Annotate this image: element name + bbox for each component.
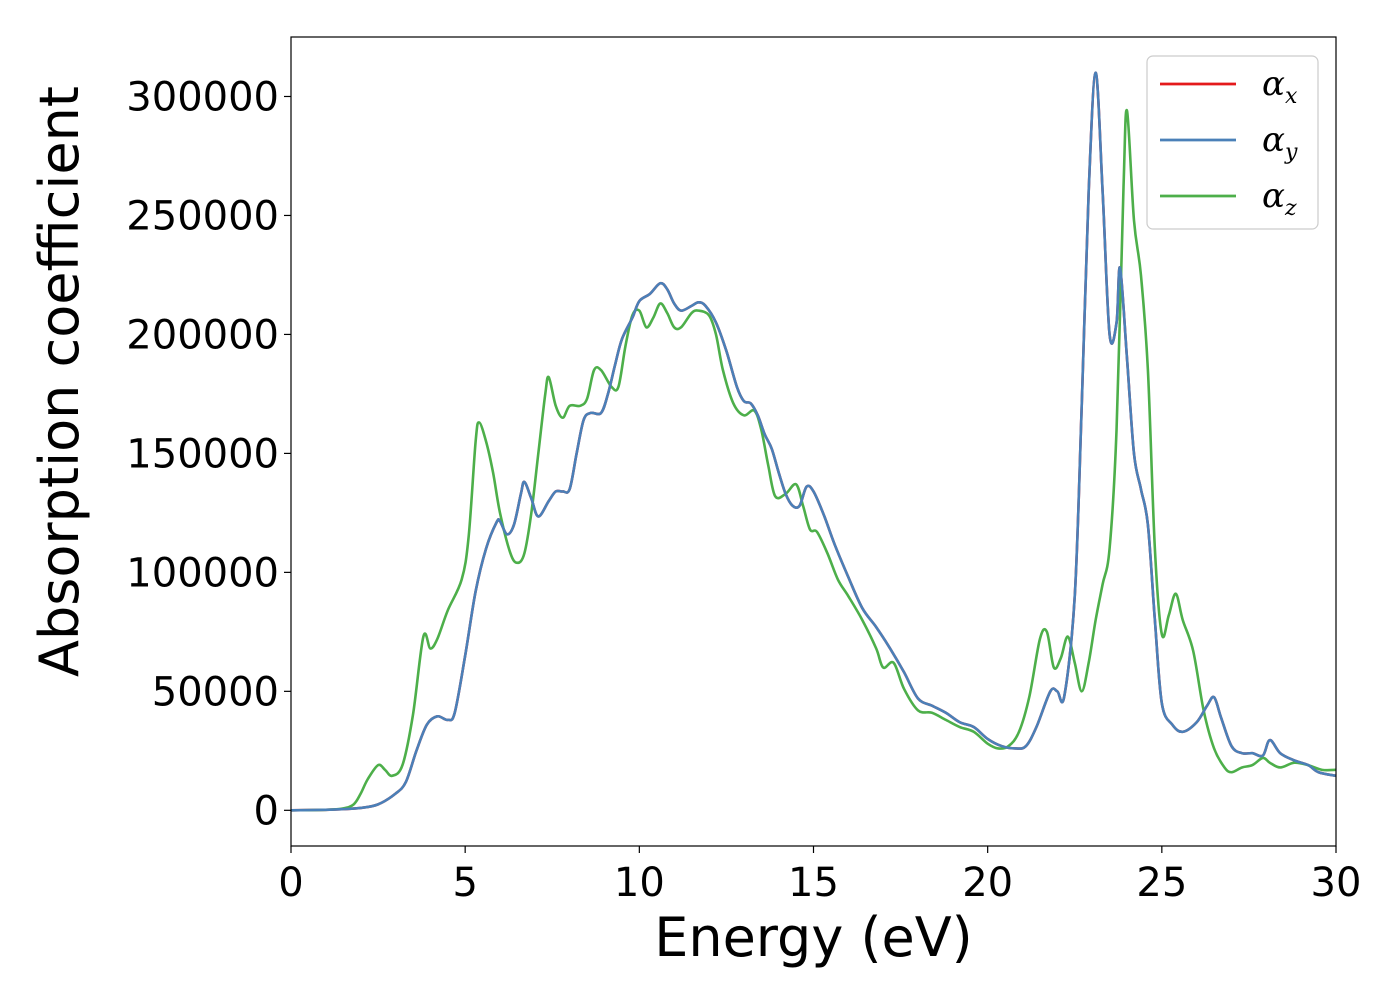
y-tick-label: 250000 <box>126 193 279 239</box>
series-line-alpha-z <box>291 108 1336 812</box>
legend-label-alpha-z: αz <box>1262 176 1297 221</box>
y-tick-label: 50000 <box>152 669 279 715</box>
y-tick-label: 0 <box>254 788 279 834</box>
series-layer <box>291 71 1336 812</box>
x-tick-label: 30 <box>1311 860 1362 906</box>
x-tick-label: 0 <box>278 860 303 906</box>
series-line-alpha-y <box>291 71 1336 812</box>
legend-box <box>1146 55 1319 230</box>
x-tick-label: 25 <box>1136 860 1187 906</box>
x-tick-label: 20 <box>962 860 1013 906</box>
x-axis-ticks: 0 5 10 15 20 25 30 <box>278 846 1361 906</box>
y-tick-label: 300000 <box>126 74 279 120</box>
x-tick-label: 15 <box>788 860 839 906</box>
y-axis-label: Absorption coefficient <box>28 86 91 677</box>
y-axis-ticks: 0 50000 100000 150000 200000 250000 300000 <box>126 74 291 834</box>
y-tick-label: 100000 <box>126 550 279 596</box>
x-tick-label: 5 <box>452 860 477 906</box>
y-tick-label: 150000 <box>126 431 279 477</box>
y-tick-label: 200000 <box>126 312 279 358</box>
x-axis-label: Energy (eV) <box>654 906 973 969</box>
x-tick-label: 10 <box>614 860 665 906</box>
